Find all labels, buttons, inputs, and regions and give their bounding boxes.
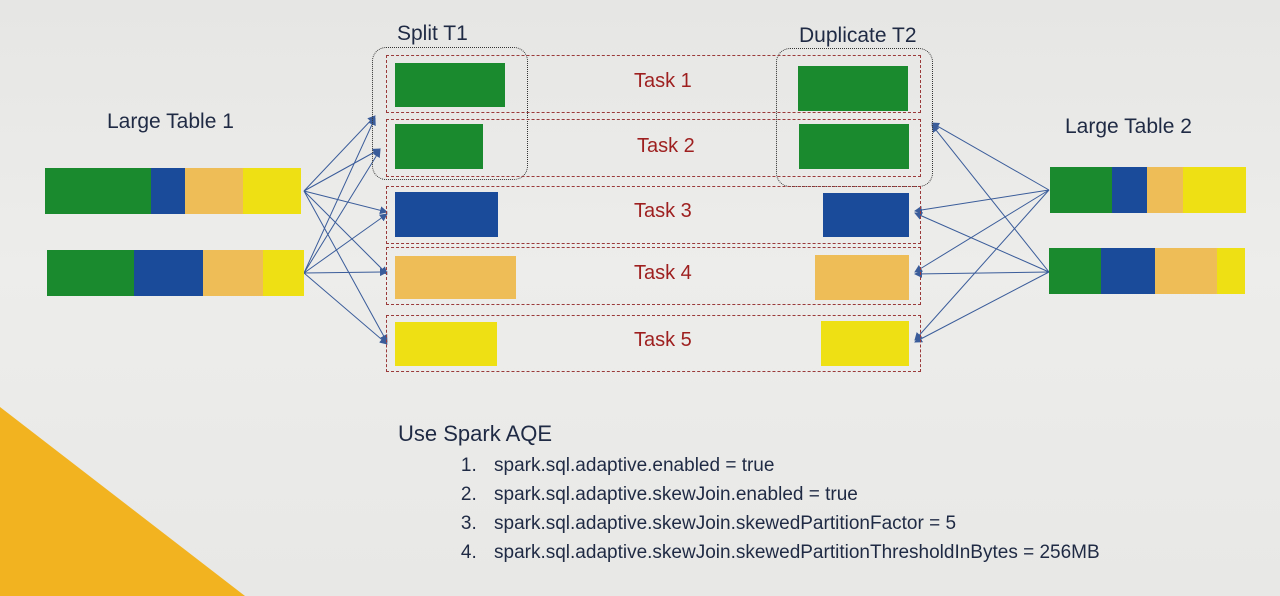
arrow xyxy=(914,189,1050,341)
large-table-1-bar-1 xyxy=(45,168,301,214)
arrow xyxy=(914,189,1050,214)
arrow xyxy=(303,190,388,343)
task-row-3 xyxy=(386,186,921,244)
arrow xyxy=(914,269,1050,278)
split-t1-label: Split T1 xyxy=(397,22,468,45)
t1-partition-green-b xyxy=(395,124,483,169)
aqe-heading: Use Spark AQE xyxy=(398,421,553,446)
t2-partition-orange xyxy=(815,255,909,300)
task-label-3: Task 3 xyxy=(634,200,692,222)
arrow xyxy=(303,115,376,192)
arrow xyxy=(303,268,388,277)
large-table-1-bar-2 xyxy=(47,250,304,296)
large-table-2-bar-1 xyxy=(1050,167,1246,213)
t1-partition-yellow xyxy=(395,322,497,366)
t2-partition-green-b xyxy=(799,124,909,169)
task-label-2: Task 2 xyxy=(637,135,695,157)
aqe-config-item: spark.sql.adaptive.skewJoin.skewedPartit… xyxy=(482,509,1100,538)
large-table-1-label: Large Table 1 xyxy=(107,110,234,133)
task-row-1 xyxy=(386,55,921,113)
arrow xyxy=(303,117,376,274)
arrow xyxy=(914,212,1050,273)
t2-partition-blue xyxy=(823,193,909,237)
task-row-2 xyxy=(386,119,921,177)
t1-partition-orange xyxy=(395,256,516,299)
split-t1-group xyxy=(372,47,528,180)
arrow xyxy=(303,148,381,192)
task-row-5 xyxy=(386,315,921,372)
task-label-4: Task 4 xyxy=(634,262,692,284)
t2-partition-green-a xyxy=(798,66,908,111)
arrow xyxy=(914,189,1050,273)
aqe-config-item: spark.sql.adaptive.skewJoin.skewedPartit… xyxy=(482,538,1100,567)
aqe-config-item: spark.sql.adaptive.skewJoin.enabled = tr… xyxy=(482,480,1100,509)
arrow xyxy=(303,190,388,215)
arrow xyxy=(931,124,1050,273)
task-row-4 xyxy=(386,247,921,305)
task-label-5: Task 5 xyxy=(634,329,692,351)
arrow xyxy=(914,271,1050,343)
t1-partition-blue xyxy=(395,192,498,237)
large-table-2-label: Large Table 2 xyxy=(1065,115,1192,138)
arrow xyxy=(303,272,388,345)
arrow xyxy=(303,190,388,275)
aqe-notes: Use Spark AQE spark.sql.adaptive.enabled… xyxy=(398,421,1100,567)
duplicate-t2-label: Duplicate T2 xyxy=(799,24,917,47)
t1-partition-green-a xyxy=(395,63,505,107)
arrow xyxy=(931,122,1050,191)
arrow xyxy=(303,149,381,274)
t2-partition-yellow xyxy=(821,321,909,366)
aqe-config-item: spark.sql.adaptive.enabled = true xyxy=(482,451,1100,480)
aqe-config-list: spark.sql.adaptive.enabled = true spark.… xyxy=(398,451,1100,567)
large-table-2-bar-2 xyxy=(1049,248,1245,294)
arrow xyxy=(303,213,388,274)
task-label-1: Task 1 xyxy=(634,70,692,92)
